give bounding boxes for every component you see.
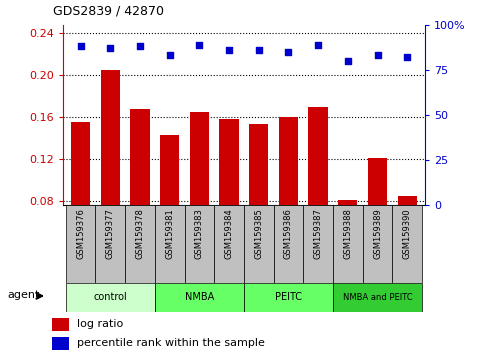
Point [314,42,322,47]
Bar [249,125,269,285]
Bar [155,205,185,283]
Point [284,49,292,55]
Bar [333,205,363,283]
Point [344,58,352,64]
Bar [155,283,244,312]
Bar [214,205,244,283]
Text: GSM159378: GSM159378 [136,209,144,259]
Bar [190,112,209,285]
Point [255,47,263,53]
Point [196,42,203,47]
Bar [219,119,239,285]
Bar [160,135,179,285]
Bar [338,200,357,285]
Bar [244,283,333,312]
Text: GSM159381: GSM159381 [165,209,174,259]
Bar [333,283,422,312]
Text: PEITC: PEITC [275,292,302,302]
Text: GDS2839 / 42870: GDS2839 / 42870 [53,5,164,18]
Point [77,44,85,49]
Bar [130,109,150,285]
Bar [279,117,298,285]
Bar [303,205,333,283]
Bar [53,337,69,350]
Bar [398,196,417,285]
Bar [363,205,392,283]
Bar [185,205,214,283]
Bar [244,205,273,283]
Text: GSM159388: GSM159388 [343,209,352,259]
Text: GSM159385: GSM159385 [254,209,263,259]
Text: log ratio: log ratio [77,319,123,329]
Text: GSM159387: GSM159387 [313,209,323,259]
Text: GSM159384: GSM159384 [225,209,234,259]
Bar [368,158,387,285]
Bar [71,122,90,285]
Text: GSM159376: GSM159376 [76,209,85,259]
Point [136,44,144,49]
Text: percentile rank within the sample: percentile rank within the sample [77,338,265,348]
Bar [66,283,155,312]
Text: GSM159377: GSM159377 [106,209,115,259]
Bar [309,107,328,285]
Text: GSM159383: GSM159383 [195,209,204,259]
Text: agent: agent [8,290,40,299]
Text: control: control [93,292,127,302]
Text: GSM159386: GSM159386 [284,209,293,259]
Bar [96,205,125,283]
Bar [53,318,69,331]
Point [106,45,114,51]
Text: NMBA: NMBA [185,292,214,302]
Text: NMBA and PEITC: NMBA and PEITC [343,293,412,302]
Point [374,53,382,58]
Text: GSM159389: GSM159389 [373,209,382,259]
Text: GSM159390: GSM159390 [403,209,412,259]
Point [403,55,411,60]
Bar [100,70,120,285]
Bar [392,205,422,283]
Bar [125,205,155,283]
Point [225,47,233,53]
Point [166,53,173,58]
Bar [273,205,303,283]
Bar [66,205,96,283]
